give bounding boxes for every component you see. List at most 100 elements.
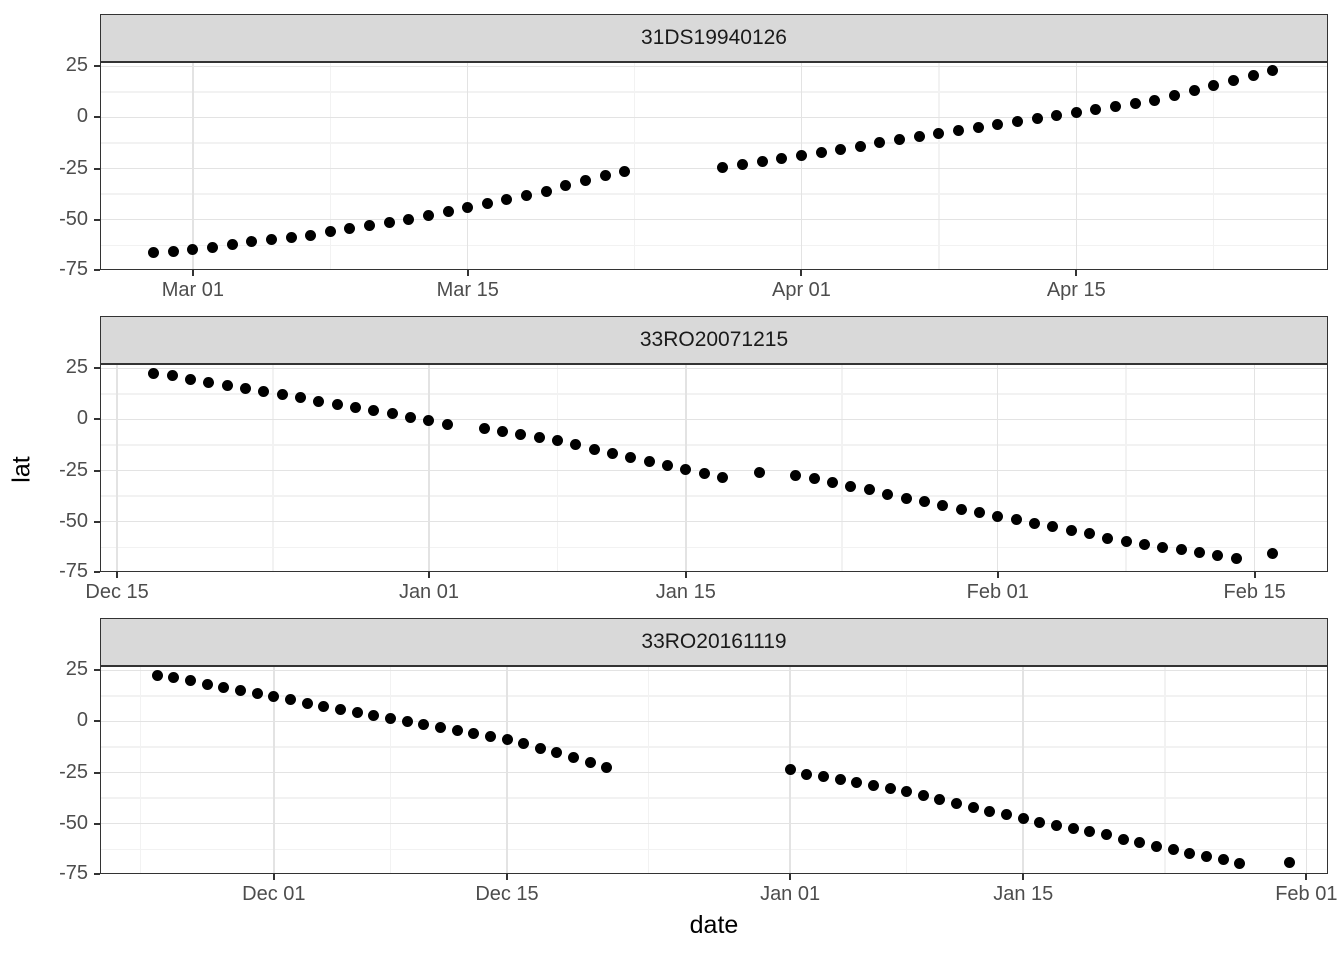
data-point <box>386 407 398 419</box>
data-point <box>478 423 490 435</box>
data-point <box>801 769 813 781</box>
data-point <box>434 722 446 734</box>
data-point <box>484 731 496 743</box>
y-tick-label: -25 <box>59 760 88 783</box>
gridline-minor-x <box>647 666 650 874</box>
data-point <box>1234 858 1246 870</box>
data-point <box>201 679 213 691</box>
data-point <box>285 694 296 706</box>
data-point <box>1090 103 1102 115</box>
plot-panel <box>100 364 1328 572</box>
data-point <box>918 495 930 507</box>
gridline-major-x <box>996 364 999 572</box>
data-point <box>917 789 929 801</box>
y-tick-label: -75 <box>59 258 88 280</box>
y-tick-label: -75 <box>59 560 88 582</box>
data-point <box>258 386 270 398</box>
y-tick <box>94 720 100 723</box>
y-tick-label: 0 <box>76 709 88 732</box>
data-point <box>680 464 692 476</box>
data-point <box>184 374 196 386</box>
data-point <box>835 143 847 155</box>
data-point <box>518 738 530 750</box>
data-point <box>203 377 215 389</box>
data-point <box>933 128 945 140</box>
data-point <box>168 671 180 683</box>
data-point <box>148 367 160 379</box>
x-tick <box>116 572 119 578</box>
x-tick <box>272 874 275 880</box>
data-point <box>967 801 979 813</box>
gridline-major-x <box>1075 62 1078 270</box>
y-tick <box>94 822 100 825</box>
data-point <box>972 122 984 134</box>
x-tick <box>800 270 803 276</box>
data-point <box>422 210 434 222</box>
facet-strip-label: 33RO20161119 <box>641 630 787 653</box>
data-point <box>540 185 552 197</box>
data-point <box>1194 546 1206 558</box>
data-point <box>827 477 839 489</box>
gridline-minor-y <box>100 495 1328 497</box>
y-tick <box>94 367 100 370</box>
x-tick <box>191 270 194 276</box>
gridline-minor-x <box>1125 364 1127 572</box>
gridline-minor-y <box>100 142 1328 144</box>
data-point <box>268 691 280 703</box>
gridline-major-y <box>100 367 1328 370</box>
gridline-minor-y <box>100 848 1328 850</box>
data-point <box>1017 813 1029 825</box>
data-point <box>166 369 178 381</box>
gridline-minor-x <box>633 62 636 270</box>
data-point <box>442 206 454 217</box>
data-point <box>951 797 963 809</box>
data-point <box>955 503 967 515</box>
data-point <box>884 783 896 795</box>
data-point <box>661 459 673 471</box>
gridline-major-y <box>100 720 1328 723</box>
gridline-minor-x <box>556 364 559 572</box>
data-point <box>992 511 1004 523</box>
data-point <box>1247 69 1259 81</box>
data-point <box>953 125 965 137</box>
data-point <box>401 715 413 727</box>
data-point <box>913 131 925 143</box>
data-point <box>313 395 325 407</box>
gridline-major-x <box>1305 666 1308 874</box>
gridline-major-x <box>192 62 194 270</box>
data-point <box>1010 514 1022 526</box>
data-point <box>350 401 362 413</box>
data-point <box>468 728 480 740</box>
gridline-minor-x <box>389 666 392 874</box>
data-point <box>1117 833 1129 845</box>
data-point <box>403 214 415 226</box>
gridline-major-x <box>428 364 430 572</box>
x-tick <box>1022 874 1025 880</box>
data-point <box>580 175 591 187</box>
data-point <box>1047 521 1059 533</box>
facet-strip: 33RO20161119 <box>100 618 1328 666</box>
data-point <box>383 217 395 229</box>
data-point <box>1212 549 1224 561</box>
data-point <box>874 137 886 149</box>
data-point <box>276 389 288 401</box>
data-point <box>462 201 474 213</box>
data-point <box>1102 532 1114 544</box>
data-point <box>599 170 611 182</box>
data-point <box>1028 518 1040 530</box>
y-tick-label: 25 <box>65 658 88 681</box>
gridline-minor-x <box>905 666 908 874</box>
x-tick-label: Jan 01 <box>398 581 459 603</box>
gridline-major-y <box>100 167 1328 170</box>
data-point <box>1001 808 1013 820</box>
gridline-minor-x <box>139 666 142 874</box>
y-tick-label: 25 <box>65 54 88 77</box>
data-point <box>1200 850 1212 862</box>
data-point <box>937 499 949 511</box>
data-point <box>441 419 453 431</box>
data-point <box>534 742 546 754</box>
data-point <box>1034 817 1046 829</box>
data-point <box>790 470 802 482</box>
data-point <box>570 439 582 451</box>
x-tick-label: Mar 15 <box>436 279 499 301</box>
